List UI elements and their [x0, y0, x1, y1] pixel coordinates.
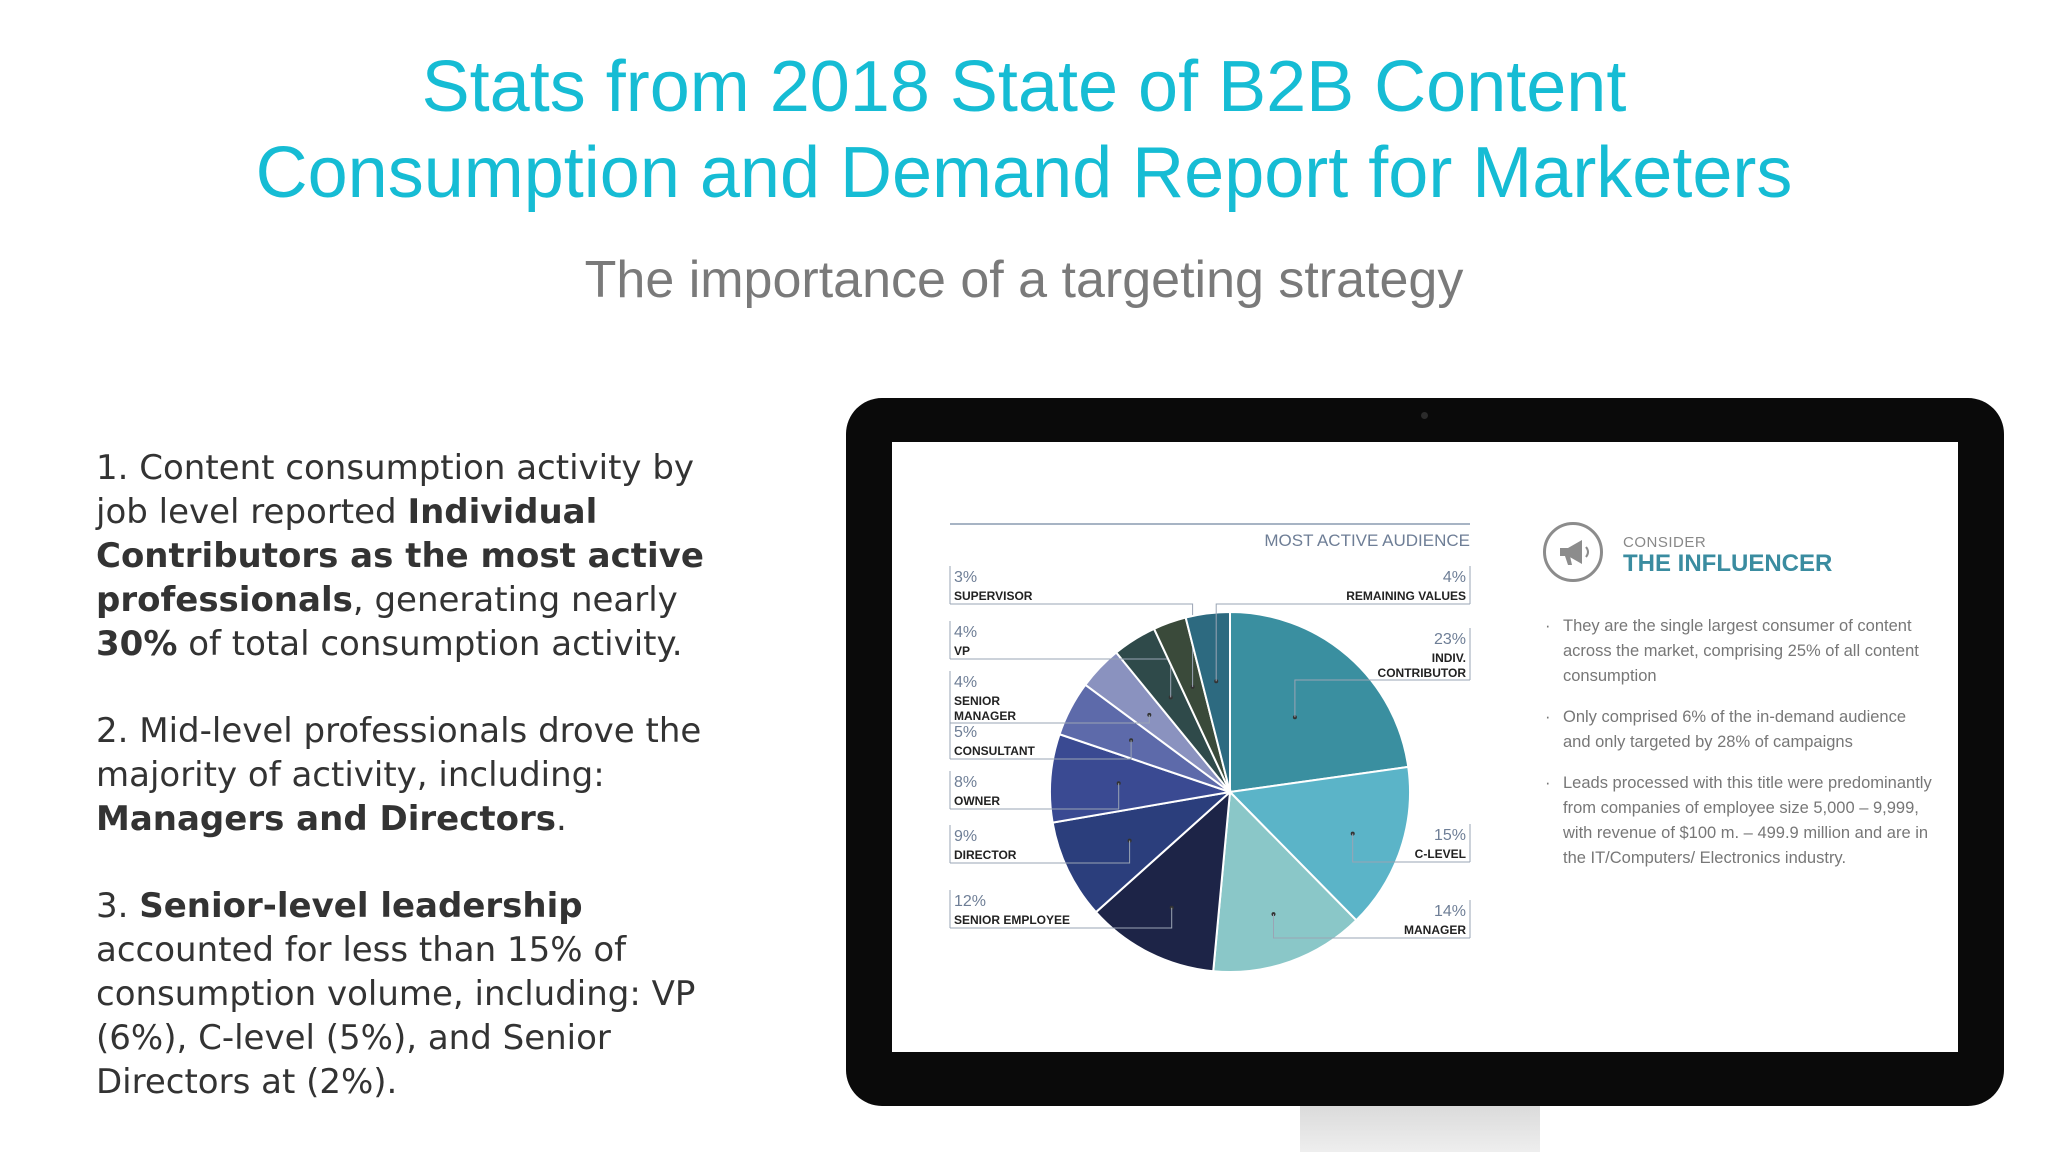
leader-line: [950, 740, 1132, 760]
leader-line: [950, 603, 1194, 687]
leader-line: [950, 783, 1120, 810]
slice-percent-label: 4%: [954, 624, 977, 641]
monitor-screen: MOST ACTIVE AUDIENCE 23% INDIV. CONTRIBUTOR…: [892, 442, 1958, 1052]
leader-dot: [1271, 912, 1276, 917]
point-text-bold: 30%: [96, 624, 178, 664]
slice-name-label: CONSULTANT: [954, 744, 1036, 758]
slice-percent-label: 14%: [1434, 903, 1466, 920]
leader-line: [1352, 833, 1470, 863]
point-text-bold: Managers and Directors: [96, 799, 556, 839]
bullet-dot: ·: [1545, 617, 1551, 635]
slice-name-label: MANAGER: [1404, 923, 1466, 937]
point-text-bold: Senior-level leadership: [139, 886, 583, 926]
slice-name-label: MANAGER: [954, 709, 1016, 723]
consider-label: CONSIDER: [1623, 534, 1707, 551]
influencer-bullet: · They are the single largest consumer of…: [1543, 614, 1933, 689]
pie-slice: [1051, 790, 1234, 914]
page-subtitle: The importance of a targeting strategy: [584, 251, 1464, 309]
point-text-bold: Individual Contributors as the most acti…: [96, 492, 704, 620]
leader-line: [950, 840, 1131, 864]
bullet-text: Only comprised 6% of the in-demand audie…: [1563, 708, 1907, 751]
title-line-2: Consumption and Demand Report for Market…: [255, 133, 1793, 213]
slice-name-label: DIRECTOR: [954, 848, 1017, 862]
slice-name-label: INDIV.: [1432, 651, 1466, 665]
slice-percent-label: 23%: [1434, 631, 1466, 648]
point-text: 1. Content consumption activity by job l…: [96, 448, 695, 532]
slice-percent-label: 3%: [954, 569, 977, 586]
slice-name-label: CONTRIBUTOR: [1378, 666, 1467, 680]
slice-name-label: VP: [954, 644, 970, 658]
point-text: of total consumption activity.: [177, 624, 683, 664]
slice-name-label: C-LEVEL: [1415, 847, 1466, 861]
bullet-dot: ·: [1545, 708, 1551, 726]
leader-line: [1215, 603, 1470, 682]
influencer-bullets: · They are the single largest consumer of…: [1543, 614, 1933, 887]
pie-slice: [1094, 789, 1232, 973]
slice-name-label: REMAINING VALUES: [1346, 589, 1466, 603]
leader-line: [950, 714, 1150, 724]
pie-slice: [1049, 732, 1231, 824]
pie-slice: [1229, 610, 1410, 794]
leader-dot: [1168, 695, 1173, 700]
camera-dot: [1421, 412, 1428, 419]
leader-dot: [1350, 831, 1355, 836]
bullet-text: They are the single largest consumer of …: [1563, 617, 1919, 685]
leader-line: [1273, 914, 1470, 939]
megaphone-icon-glyph: [1560, 540, 1589, 565]
title-line-1: Stats from 2018 State of B2B Content: [421, 47, 1627, 127]
leader-line: [1294, 679, 1470, 718]
bullet-text: Leads processed with this title were pre…: [1563, 774, 1932, 867]
slice-percent-label: 8%: [954, 774, 977, 791]
slice-name-label: SENIOR: [954, 694, 1000, 708]
point-text: 2. Mid-level professionals drove the maj…: [96, 711, 702, 795]
slice-percent-label: 9%: [954, 828, 977, 845]
slice-name-label: SENIOR EMPLOYEE: [954, 913, 1070, 927]
slice-name-label: OWNER: [954, 794, 1000, 808]
leader-dot: [1190, 684, 1195, 689]
point-2: 2. Mid-level professionals drove the maj…: [96, 709, 756, 841]
point-3: 3. Senior-level leadership accounted for…: [96, 884, 756, 1104]
point-text: .: [555, 799, 567, 839]
pie-slice: [1212, 789, 1358, 973]
monitor: MOST ACTIVE AUDIENCE 23% INDIV. CONTRIBUTOR…: [846, 398, 2004, 1106]
slice-percent-label: 4%: [1443, 569, 1466, 586]
point-1: 1. Content consumption activity by job l…: [96, 446, 756, 666]
influencer-bullet: · Leads processed with this title were pr…: [1543, 771, 1933, 871]
slice-percent-label: 12%: [954, 893, 986, 910]
leader-line: [950, 907, 1173, 929]
page-title: Stats from 2018 State of B2B Content Con…: [0, 44, 2048, 216]
monitor-stand: [1300, 1100, 1540, 1152]
slice-percent-label: 5%: [954, 724, 977, 741]
point-text: 3.: [96, 886, 140, 926]
influencer-bullet: · Only comprised 6% of the in-demand audi…: [1543, 705, 1933, 755]
point-text: , generating nearly: [352, 580, 678, 620]
megaphone-icon: [1543, 522, 1603, 582]
pie-slice: [1184, 610, 1231, 793]
leader-dot: [1127, 838, 1132, 843]
chart-title: MOST ACTIVE AUDIENCE: [1264, 531, 1470, 550]
slice-percent-label: 15%: [1434, 827, 1466, 844]
pie-slice: [1227, 765, 1411, 922]
pie-chart: MOST ACTIVE AUDIENCE 23% INDIV.CONTRIBUTOR…: [949, 523, 1471, 973]
point-text: accounted for less than 15% of consumpti…: [96, 930, 696, 1102]
slice-percent-label: 4%: [954, 674, 977, 691]
influencer-heading: THE INFLUENCER: [1623, 550, 1833, 577]
slice-name-label: SUPERVISOR: [954, 589, 1033, 603]
key-points: 1. Content consumption activity by job l…: [96, 446, 756, 1147]
bullet-dot: ·: [1545, 774, 1551, 792]
